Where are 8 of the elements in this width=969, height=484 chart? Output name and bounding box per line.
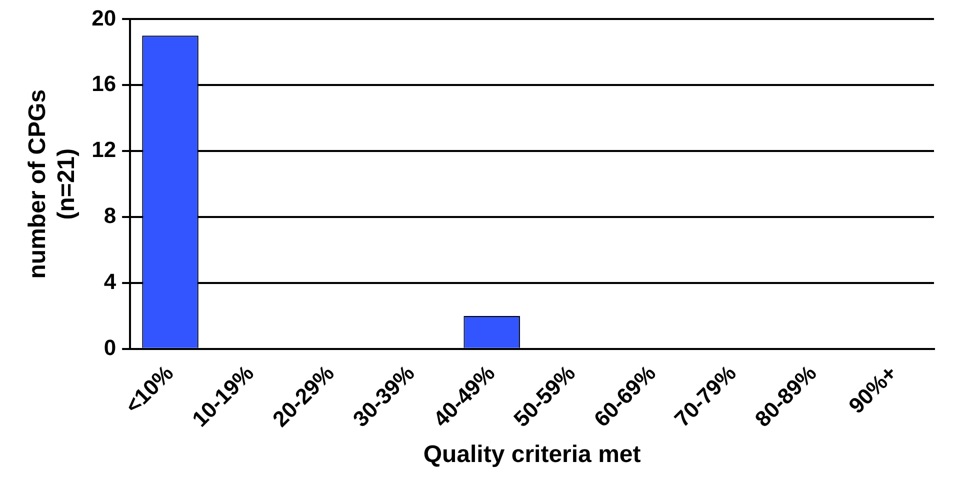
y-axis-title: number of CPGs (n=21) bbox=[24, 89, 80, 279]
y-tick-label: 16 bbox=[92, 71, 116, 96]
y-tick-label: 8 bbox=[104, 203, 116, 228]
y-tick-label: 4 bbox=[104, 269, 117, 294]
y-tick-label: 20 bbox=[92, 5, 116, 30]
y-tick-label: 12 bbox=[92, 137, 116, 162]
y-tick-label: 0 bbox=[104, 334, 116, 360]
x-axis-title: Quality criteria met bbox=[423, 441, 641, 468]
